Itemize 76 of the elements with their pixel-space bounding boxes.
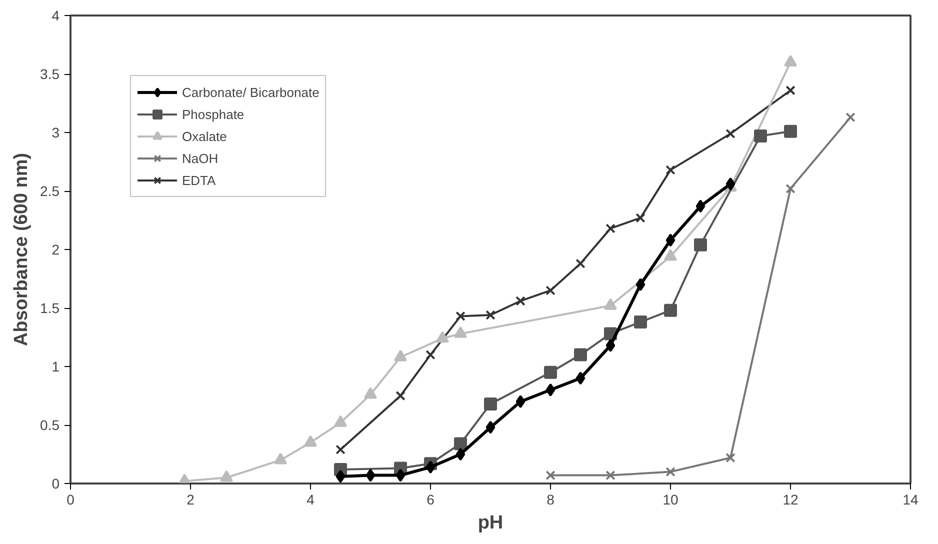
point: [516, 296, 526, 306]
point: [454, 326, 467, 338]
y-tick-label: 1.5: [40, 300, 60, 316]
legend-label: NaOH: [182, 150, 218, 166]
x-axis-title: pH: [478, 512, 504, 534]
point: [754, 130, 767, 143]
point: [666, 466, 676, 477]
point: [606, 338, 616, 352]
point: [436, 331, 449, 343]
point: [486, 420, 496, 434]
point: [664, 304, 677, 317]
point: [546, 286, 556, 296]
point: [786, 184, 796, 194]
point: [636, 278, 646, 292]
legend-label: Oxalate: [182, 128, 227, 144]
point: [486, 310, 496, 320]
point: [666, 234, 676, 247]
y-axis-title: Absorbance (600 nm): [11, 152, 32, 346]
point: [336, 470, 346, 483]
point: [546, 470, 556, 480]
point: [426, 350, 436, 360]
point: [846, 112, 856, 122]
point: [576, 258, 586, 268]
point: [666, 165, 676, 175]
point: [636, 213, 646, 223]
point: [604, 298, 617, 310]
point: [576, 372, 586, 385]
point: [634, 316, 647, 329]
point: [336, 444, 346, 454]
x-tick-label: 8: [546, 492, 555, 508]
point: [606, 470, 616, 480]
point: [396, 390, 406, 401]
y-tick-label: 3: [52, 124, 60, 140]
point: [786, 85, 796, 96]
point: [396, 468, 406, 482]
point: [484, 397, 497, 410]
point: [454, 437, 467, 450]
point: [574, 348, 587, 362]
x-tick-label: 0: [66, 492, 75, 508]
point: [546, 383, 556, 396]
y-tick-label: 1: [52, 358, 60, 374]
y-tick-label: 2: [52, 242, 60, 258]
legend-label: Carbonate/ Bicarbonate: [182, 84, 320, 100]
point: [426, 460, 436, 474]
point: [304, 435, 317, 447]
point: [274, 452, 287, 464]
x-tick-label: 2: [186, 492, 195, 508]
point: [726, 177, 736, 190]
y-tick-label: 3.5: [40, 66, 60, 82]
x-tick-label: 12: [782, 492, 798, 508]
point: [664, 249, 677, 261]
point: [726, 128, 736, 139]
y-tick-label: 4: [52, 8, 60, 24]
point: [366, 468, 376, 482]
y-tick-label: 2.5: [40, 183, 60, 199]
point: [696, 200, 706, 213]
y-tick-label: 0.5: [40, 417, 60, 433]
point: [456, 448, 466, 461]
point: [544, 366, 557, 379]
point: [456, 311, 466, 322]
x-tick-label: 14: [902, 492, 918, 508]
y-tick-label: 0: [52, 476, 60, 492]
x-tick-label: 10: [662, 492, 678, 508]
point: [726, 452, 736, 463]
point: [606, 224, 616, 234]
point: [516, 395, 526, 408]
point: [694, 238, 707, 252]
point: [334, 415, 347, 427]
legend-label: EDTA: [182, 172, 216, 188]
point: [784, 124, 797, 138]
x-tick-label: 4: [306, 492, 315, 508]
point: [394, 350, 407, 362]
legend-label: Phosphate: [182, 106, 244, 122]
x-tick-label: 6: [426, 492, 435, 508]
point: [220, 470, 233, 482]
point: [364, 387, 377, 399]
